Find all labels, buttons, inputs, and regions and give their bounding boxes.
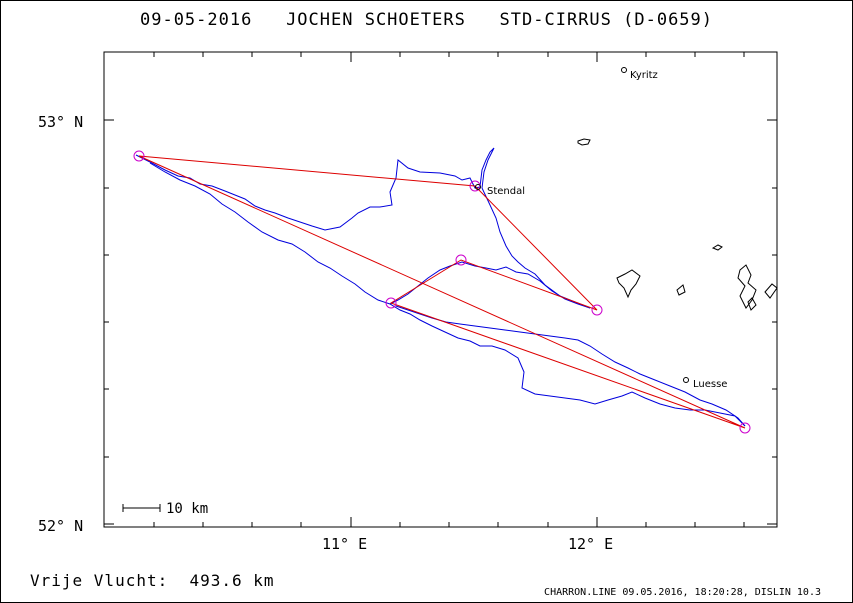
track-segment (395, 305, 746, 427)
place-label-luesse: Luesse (693, 379, 727, 390)
lon-label-12: 12° E (568, 535, 613, 553)
place-label-kyritz: Kyritz (630, 70, 658, 81)
turnpoint-marker (591, 304, 603, 316)
water-outlines (577, 138, 778, 311)
place-marker-kyritz (621, 67, 627, 73)
place-marker-stendal (475, 184, 481, 190)
turnpoint-marker (739, 422, 751, 434)
lake-outline (764, 283, 778, 299)
lake-outline (676, 284, 686, 296)
distance-value: 493.6 km (189, 571, 275, 590)
turnpoint-marker (385, 297, 397, 309)
scale-label: 10 km (166, 501, 208, 517)
track-segment (135, 147, 495, 231)
lat-label-53: 53° N (38, 113, 83, 131)
place-marker-luesse (683, 377, 689, 383)
lake-outline (577, 138, 591, 146)
lat-label-52: 52° N (38, 517, 83, 535)
glider-name: STD-CIRRUS (D-0659) (499, 10, 714, 30)
credit-line: CHARRON.LINE 09.05.2016, 18:20:28, DISLI… (544, 587, 821, 598)
lake-outline (711, 244, 723, 251)
axis-ticks (104, 52, 777, 527)
distance-label: Vrije Vlucht: (30, 571, 169, 590)
turnpoint-marker (133, 150, 145, 162)
scale-bar (122, 504, 161, 512)
flight-track (135, 147, 746, 427)
map-border (103, 51, 778, 528)
lake-outline (616, 269, 641, 299)
lake-outline (747, 297, 757, 311)
lake-outline (737, 264, 757, 309)
track-segment (149, 162, 746, 427)
task-polyline (138, 155, 746, 429)
place-label-stendal: Stendal (487, 186, 525, 197)
task-legs (138, 155, 746, 429)
turnpoint-marker (455, 254, 467, 266)
flight-title: 09-05-2016 JOCHEN SCHOETERS STD-CIRRUS (… (0, 10, 853, 30)
distance-summary: Vrije Vlucht: 493.6 km (30, 571, 275, 590)
flight-date: 09-05-2016 (139, 10, 253, 30)
pilot-name: JOCHEN SCHOETERS (286, 10, 466, 30)
lon-label-11: 11° E (322, 535, 367, 553)
